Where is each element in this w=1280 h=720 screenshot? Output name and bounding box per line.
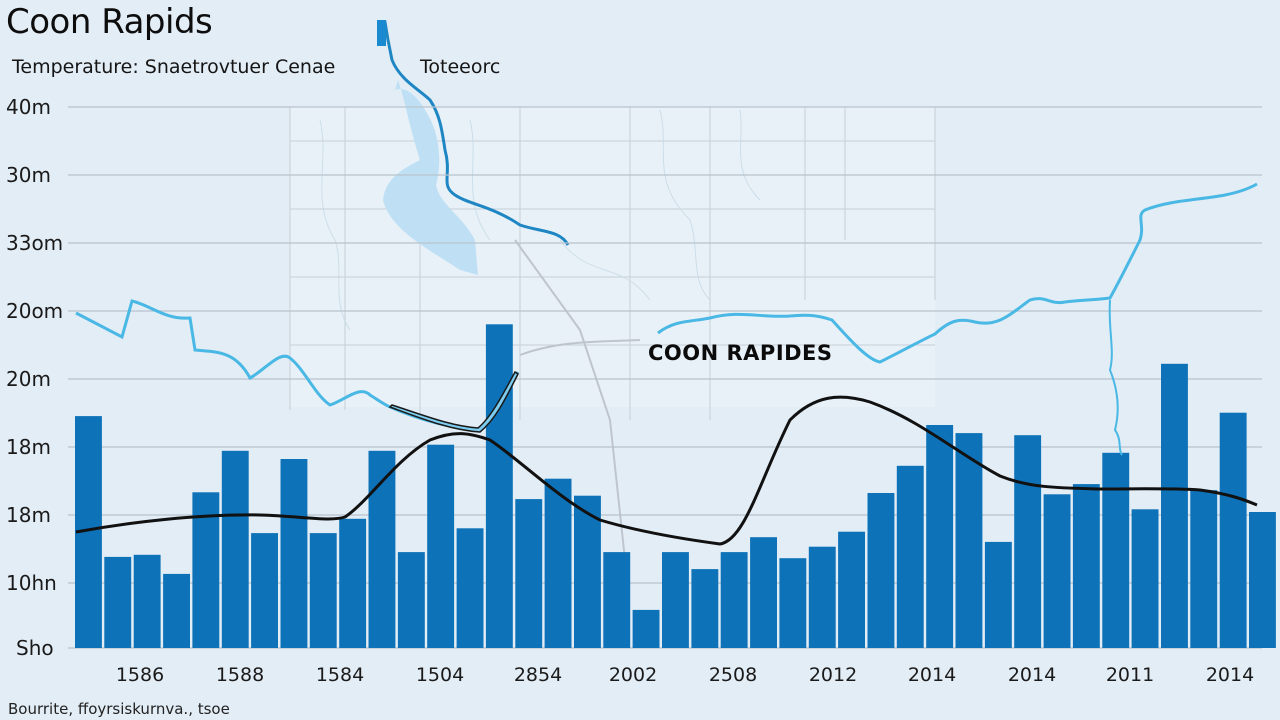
y-tick-label: 18m (6, 435, 51, 459)
x-tick-label: 2011 (1105, 664, 1155, 686)
bar (1219, 412, 1247, 648)
x-tick-label: 1586 (115, 664, 165, 686)
y-tick-label: 18m (6, 503, 51, 527)
chart-subtitle: Temperature: Snaetrovtuer Cenae (12, 56, 336, 78)
bar (867, 493, 895, 648)
bar-series (75, 324, 1276, 648)
bar (1249, 512, 1276, 648)
trend-line (75, 395, 1258, 546)
bar (104, 556, 132, 648)
x-tick-label: 2012 (808, 664, 858, 686)
bar (574, 495, 601, 648)
bar (515, 499, 543, 648)
bar (1131, 509, 1159, 648)
y-tick-label: 33om (6, 231, 64, 255)
bar (603, 552, 631, 648)
river-line-right (657, 182, 1258, 364)
map-background (289, 20, 936, 561)
x-tick-label: 1504 (415, 664, 465, 686)
source-note: Bourrite, ffoyrsiskurnva., tsoe (8, 700, 230, 718)
bar (955, 433, 983, 648)
bar (779, 558, 807, 648)
bar (397, 552, 425, 648)
y-tick-label: 20m (6, 367, 51, 391)
bar (544, 478, 572, 648)
x-tick-label: 1584 (315, 664, 365, 686)
map-callout-label: COON RAPIDES (648, 341, 833, 365)
bar (163, 573, 190, 648)
x-tick-label: 1588 (215, 664, 265, 686)
bar (1161, 363, 1188, 648)
bar (280, 459, 308, 648)
x-tick-label: 2854 (513, 664, 563, 686)
bar (427, 444, 455, 648)
bar (1190, 490, 1218, 648)
bar (691, 569, 719, 648)
x-tick-label: 2014 (907, 664, 957, 686)
bar (984, 541, 1012, 648)
bar (1043, 494, 1071, 648)
bar (896, 465, 924, 648)
bar (221, 450, 249, 648)
bar (808, 546, 836, 648)
bar (1014, 435, 1042, 648)
bar (720, 552, 748, 648)
bar (750, 537, 777, 648)
bar (309, 533, 337, 648)
chart-subtitle-secondary: Toteeorc (420, 56, 501, 78)
y-tick-label: 40m (6, 95, 51, 119)
bar (662, 552, 689, 648)
bar (485, 324, 513, 648)
bar (926, 425, 954, 648)
y-tick-label: 30m (6, 163, 51, 187)
x-tick-label: 2002 (608, 664, 658, 686)
y-tick-label: Sho (16, 636, 54, 660)
chart-title: Coon Rapids (6, 2, 213, 42)
bar (456, 528, 484, 648)
river-line-highlight (388, 370, 519, 433)
bar (1102, 452, 1130, 648)
y-tick-label: 10hn (6, 571, 57, 595)
bar (838, 531, 865, 648)
x-tick-label: 2508 (708, 664, 758, 686)
river-branch (1108, 299, 1123, 456)
y-tick-label: 20om (6, 299, 64, 323)
x-tick-label: 2014 (1205, 664, 1255, 686)
bar (339, 518, 367, 648)
bar (251, 533, 278, 648)
bar (133, 554, 161, 648)
bar (1072, 484, 1100, 648)
bar (632, 609, 660, 648)
x-tick-label: 2014 (1007, 664, 1057, 686)
